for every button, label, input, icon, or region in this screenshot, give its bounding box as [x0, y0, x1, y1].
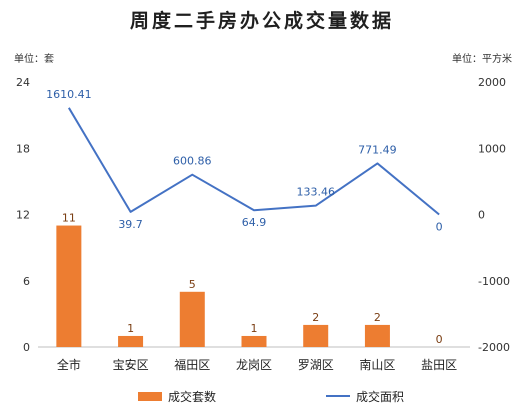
- bar-龙岗区: [241, 335, 267, 347]
- category-labels: 全市 宝安区 福田区 龙岗区 罗湖区 南山区 盐田区: [57, 357, 457, 372]
- right-axis-tick-label: -2000: [478, 341, 510, 354]
- bar-data-label: 2: [312, 311, 319, 324]
- category-label: 宝安区: [113, 357, 149, 372]
- bar-福田区: [179, 291, 205, 347]
- left-axis-unit-label: 单位：套: [14, 52, 54, 65]
- bar-data-label: 2: [374, 311, 381, 324]
- right-axis-ticks: -2000 -1000 0 1000 2000: [478, 76, 510, 354]
- right-axis-unit-label: 单位：平方米: [452, 52, 512, 65]
- bar-罗湖区: [303, 324, 329, 347]
- left-axis-tick-label: 6: [23, 275, 30, 288]
- bar-南山区: [364, 324, 390, 347]
- legend-swatch-bars: [138, 392, 162, 401]
- right-axis-tick-label: 2000: [478, 76, 506, 89]
- bar-宝安区: [118, 335, 144, 347]
- category-label: 龙岗区: [236, 358, 272, 372]
- line-data-label: 771.49: [358, 143, 397, 156]
- bar-data-label: 1: [251, 322, 258, 335]
- line-path: [67, 107, 440, 216]
- line-data-label: 133.46: [296, 186, 335, 199]
- right-axis-tick-label: 1000: [478, 142, 506, 155]
- category-label: 盐田区: [421, 358, 457, 372]
- line-data-label: 600.86: [173, 155, 212, 168]
- bar-全市: [56, 225, 82, 347]
- line-data-label: 64.9: [242, 216, 267, 229]
- legend: 成交套数 成交面积: [138, 389, 404, 404]
- legend-label-bars: 成交套数: [168, 389, 216, 404]
- category-label: 罗湖区: [298, 357, 334, 372]
- line-series-成交面积: 1610.41 39.7 600.86 64.9 133.46 771.49 0: [46, 88, 443, 234]
- bar-data-label: 11: [62, 212, 76, 225]
- left-axis-tick-label: 0: [23, 341, 30, 354]
- right-axis-tick-label: -1000: [478, 275, 510, 288]
- line-data-label: 1610.41: [46, 88, 92, 101]
- category-label: 福田区: [174, 357, 210, 372]
- line-data-label: 39.7: [118, 218, 143, 231]
- bar-data-label: 1: [127, 322, 134, 335]
- category-label: 南山区: [359, 357, 395, 372]
- legend-label-line: 成交面积: [356, 389, 404, 404]
- line-data-label: 0: [436, 221, 443, 234]
- right-axis-tick-label: 0: [478, 209, 485, 222]
- bar-data-label: 5: [189, 278, 196, 291]
- left-axis-tick-label: 12: [16, 209, 30, 222]
- category-label: 全市: [57, 357, 81, 372]
- left-axis-ticks: 0 6 12 18 24: [16, 76, 30, 354]
- chart-title: 周度二手房办公成交量数据: [130, 9, 394, 32]
- bar-data-label: 0: [436, 333, 443, 346]
- left-axis-tick-label: 24: [16, 76, 30, 89]
- left-axis-tick-label: 18: [16, 142, 30, 155]
